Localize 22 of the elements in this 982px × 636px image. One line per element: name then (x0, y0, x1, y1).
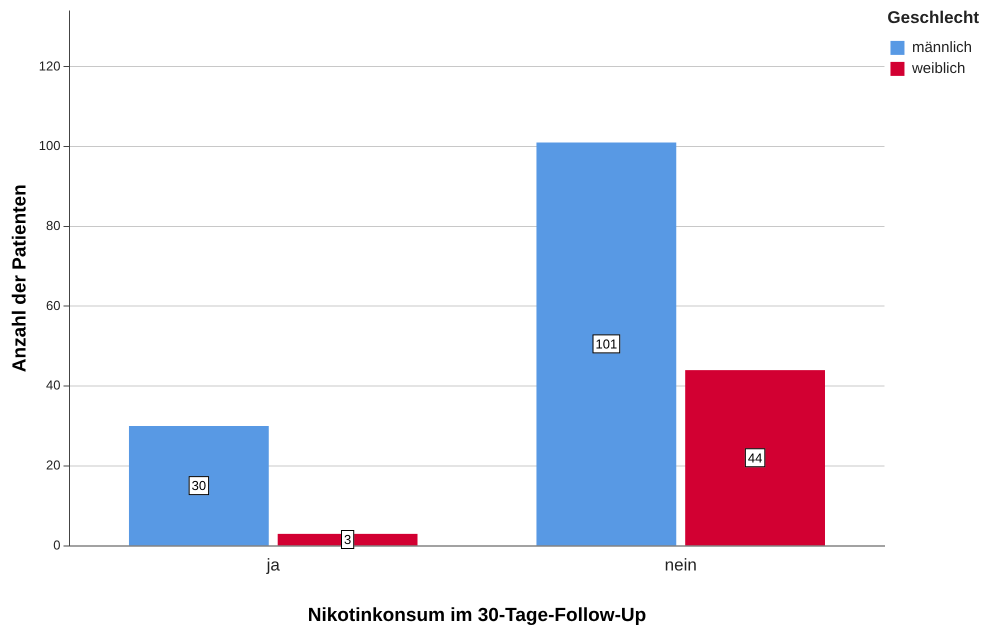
x-tick-label: nein (664, 556, 697, 575)
data-label: 44 (748, 450, 762, 466)
legend-title: Geschlecht (887, 8, 980, 28)
x-tick-label: ja (266, 556, 280, 575)
data-label: 30 (192, 478, 206, 494)
y-tick-label: 80 (46, 218, 60, 233)
bar (128, 426, 269, 546)
y-tick-label: 40 (46, 378, 60, 393)
bar (278, 534, 418, 546)
data-label: 3 (344, 532, 352, 548)
x-axis-title: Nikotinkonsum im 30-Tage-Follow-Up (308, 604, 646, 626)
legend-label: männlich (912, 39, 972, 56)
y-tick-label: 100 (38, 138, 60, 154)
y-tick-label: 120 (38, 58, 60, 74)
data-label: 101 (596, 336, 618, 352)
bar (685, 370, 825, 546)
bar (536, 142, 676, 546)
y-axis-title: Anzahl der Patienten (10, 184, 31, 372)
legend-label: weiblich (910, 60, 966, 78)
y-tick-label: 60 (46, 298, 60, 313)
y-tick-label: 20 (46, 458, 60, 473)
y-tick-label: 0 (53, 537, 60, 552)
